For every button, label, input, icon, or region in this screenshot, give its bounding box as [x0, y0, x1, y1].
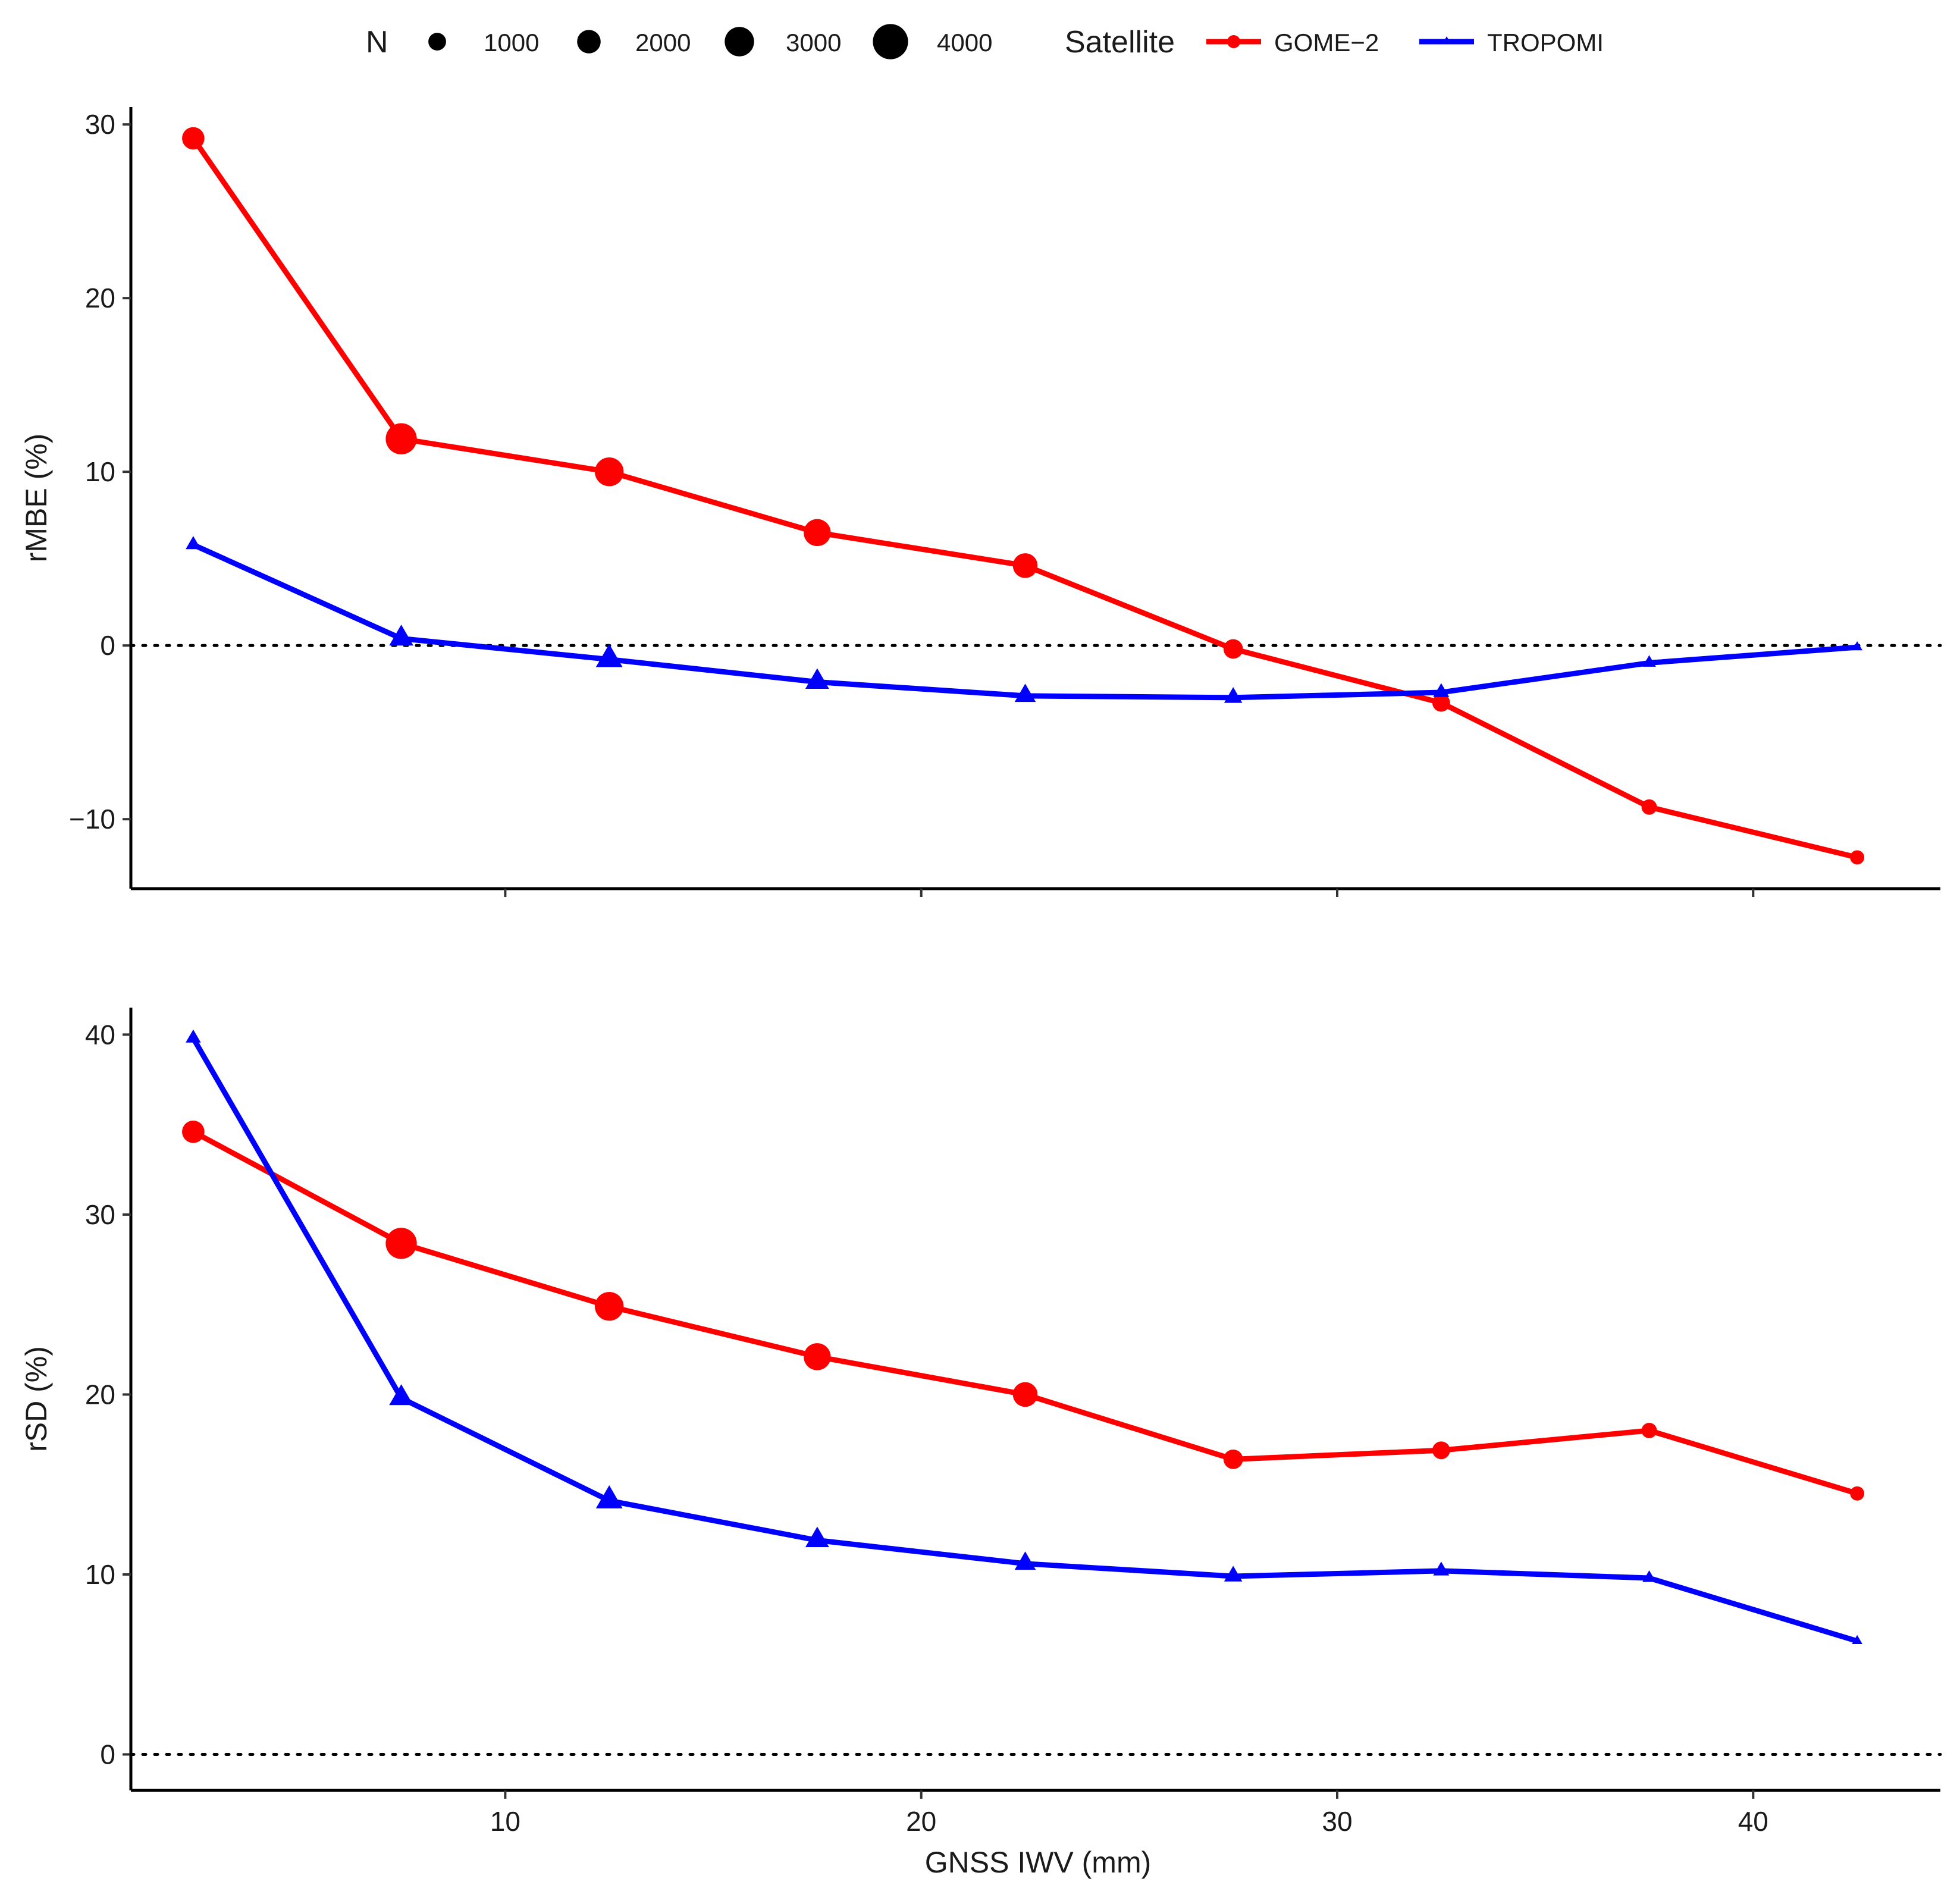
data-point-gome-2 [1850, 1486, 1865, 1501]
y-tick-label: 0 [100, 630, 115, 661]
series-line-tropomi [190, 1035, 1860, 1644]
data-point-gome-2 [1012, 1382, 1038, 1407]
data-point-gome-2 [385, 423, 417, 454]
data-point-gome-2 [804, 1343, 831, 1370]
legend-size-label: 2000 [635, 29, 691, 57]
data-point-gome-2 [594, 1291, 624, 1321]
data-point-tropomi [1433, 1561, 1450, 1576]
legend-marker-gome-2 [1227, 35, 1240, 48]
data-point-gome-2 [1432, 694, 1450, 712]
panel-rsd: 0 10 20 30 40 10 20 30 40 rSD (%) [20, 1008, 1942, 1837]
data-point-tropomi [805, 1526, 829, 1547]
series-gome-2 [182, 127, 1865, 865]
data-point-tropomi [595, 644, 623, 667]
y-tick-label: 0 [100, 1739, 115, 1770]
data-point-gome-2 [1223, 1449, 1243, 1469]
data-point-gome-2 [182, 1120, 205, 1143]
legend-size-label: 4000 [937, 29, 992, 57]
legend-label-gome-2: GOME−2 [1274, 29, 1379, 57]
data-point-tropomi [1852, 641, 1862, 651]
data-point-gome-2 [1641, 1423, 1657, 1438]
data-point-tropomi [805, 668, 829, 689]
y-axis-title: rSD (%) [20, 1346, 53, 1452]
legend-size-label: 3000 [786, 29, 841, 57]
data-point-tropomi [1224, 687, 1243, 703]
data-point-tropomi [389, 625, 413, 646]
legend-size-marker [873, 24, 908, 59]
legend: N 1000 2000 3000 4000 Satellite GOME−2 TROPO… [366, 24, 1604, 59]
data-point-tropomi [1224, 1566, 1243, 1582]
data-point-gome-2 [1432, 1441, 1450, 1460]
data-point-gome-2 [1850, 850, 1865, 865]
color-legend-items: GOME−2 TROPOMI [1206, 29, 1604, 57]
legend-label-tropomi: TROPOMI [1487, 29, 1604, 57]
y-tick-label: 20 [85, 283, 115, 313]
data-point-tropomi [186, 1029, 201, 1043]
series-line-gome-2 [190, 1129, 1860, 1497]
x-tick-label: 10 [490, 1806, 520, 1837]
data-point-tropomi [1852, 1635, 1862, 1644]
series-gome-2 [182, 1120, 1865, 1501]
data-point-gome-2 [385, 1228, 417, 1259]
data-point-tropomi [389, 1384, 413, 1406]
x-tick-label: 20 [906, 1806, 936, 1837]
y-tick-label: 30 [85, 109, 115, 140]
legend-size-label: 1000 [484, 29, 539, 57]
y-tick-label: 10 [85, 456, 115, 487]
data-point-gome-2 [1012, 553, 1038, 578]
y-tick-label: 40 [85, 1019, 115, 1050]
y-tick-label: 10 [85, 1559, 115, 1590]
data-point-gome-2 [1641, 799, 1657, 815]
y-tick-label: 20 [85, 1379, 115, 1410]
data-point-tropomi [186, 536, 201, 550]
y-tick-label: 30 [85, 1199, 115, 1230]
data-point-tropomi [1433, 683, 1450, 697]
series-tropomi [186, 536, 1862, 703]
data-point-gome-2 [594, 457, 624, 487]
x-tick-label: 30 [1322, 1806, 1352, 1837]
panel-rmbe: −10 0 10 20 30 rMBE (%) [20, 107, 1942, 897]
legend-marker-tropomi [1442, 36, 1451, 45]
legend-size-marker [577, 30, 601, 54]
legend-color-title: Satellite [1065, 25, 1175, 59]
data-point-gome-2 [804, 519, 831, 547]
legend-size-marker [725, 27, 754, 57]
data-point-tropomi [1014, 683, 1036, 702]
data-point-gome-2 [1223, 639, 1243, 659]
series-line-gome-2 [190, 136, 1860, 860]
legend-size-title: N [366, 25, 388, 59]
data-point-tropomi [1642, 1570, 1656, 1582]
size-legend-items: 1000 2000 3000 4000 [428, 24, 992, 59]
data-point-gome-2 [182, 127, 205, 150]
x-tick-label: 40 [1738, 1806, 1768, 1837]
y-axis-title: rMBE (%) [20, 434, 53, 563]
data-point-tropomi [595, 1485, 623, 1508]
y-tick-label: −10 [69, 804, 115, 835]
series-tropomi [186, 1029, 1862, 1644]
x-axis-title: GNSS IWV (mm) [925, 1846, 1152, 1879]
legend-size-marker [428, 33, 446, 51]
data-point-tropomi [1014, 1551, 1036, 1570]
data-point-tropomi [1642, 655, 1656, 667]
